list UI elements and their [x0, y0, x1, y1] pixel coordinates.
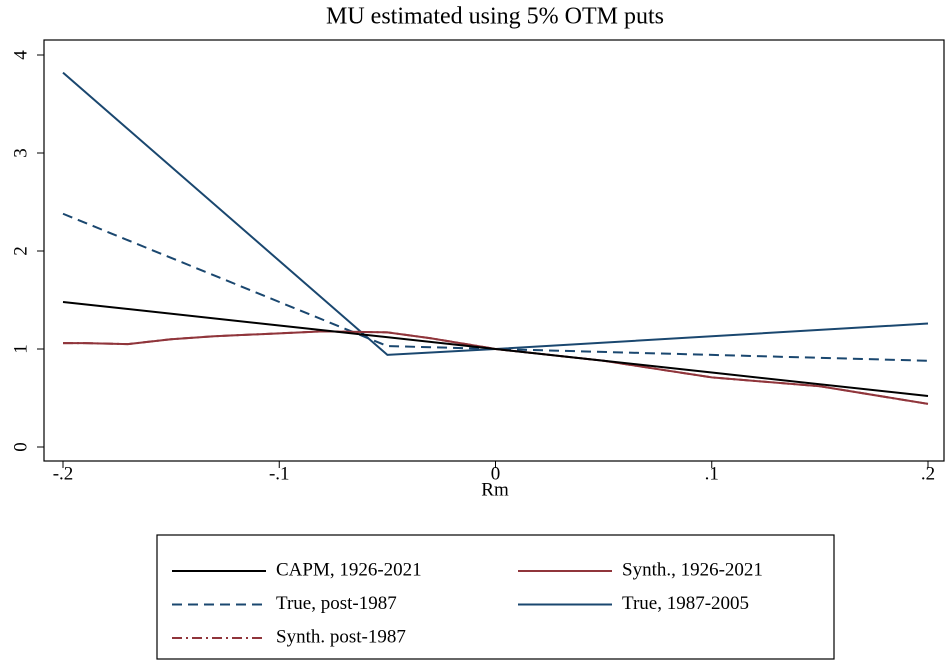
legend: [156, 534, 835, 660]
x-axis-label: Rm: [481, 479, 509, 500]
x-tick-label: -.1: [269, 463, 290, 484]
legend-label: Synth. post-1987: [276, 626, 406, 647]
x-tick-label: .2: [921, 463, 935, 484]
series-line: [62, 71, 929, 356]
plot-area: [43, 39, 945, 462]
x-tick-label: .1: [705, 463, 719, 484]
legend-label: True, 1987-2005: [622, 593, 749, 614]
y-tick-label: 3: [10, 148, 31, 158]
series-line: [62, 212, 929, 362]
legend-label: CAPM, 1926-2021: [276, 559, 422, 580]
x-tick-label: -.2: [53, 463, 74, 484]
y-tick-label: 1: [10, 344, 31, 354]
y-tick-label: 2: [10, 246, 31, 256]
x-tick-label: 0: [491, 463, 501, 484]
y-tick-label: 4: [10, 50, 31, 60]
series-line: [63, 330, 929, 405]
series-line: [62, 300, 929, 398]
legend-label: True, post-1987: [276, 593, 397, 614]
y-tick-label: 0: [10, 442, 31, 452]
series-line: [63, 330, 929, 405]
legend-label: Synth., 1926-2021: [622, 559, 763, 580]
chart-title: MU estimated using 5% OTM puts: [326, 4, 664, 30]
